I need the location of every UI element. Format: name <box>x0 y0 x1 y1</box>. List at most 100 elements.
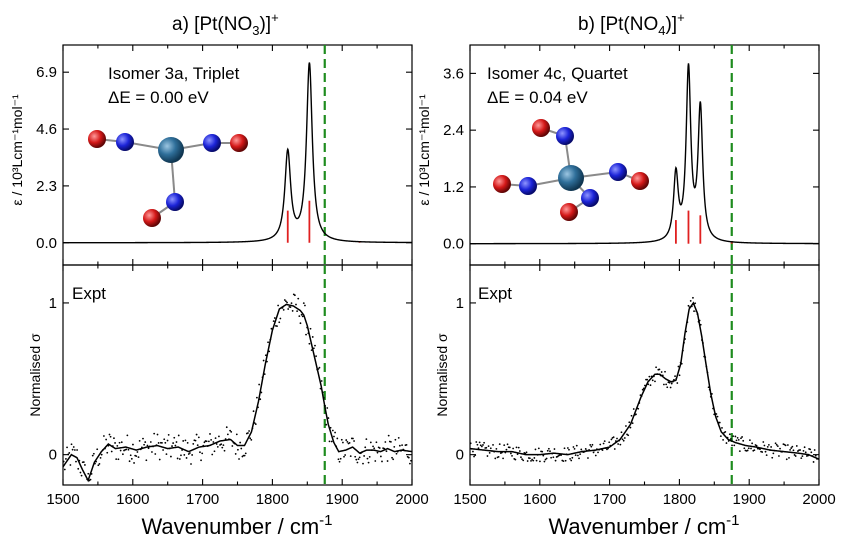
data-point <box>514 458 517 461</box>
data-point <box>599 443 602 446</box>
data-point <box>368 455 371 458</box>
data-point <box>779 447 781 450</box>
data-point <box>737 438 740 441</box>
data-point <box>479 444 482 447</box>
data-point <box>167 434 170 436</box>
data-point <box>405 443 408 446</box>
data-point <box>669 386 672 389</box>
data-point <box>220 443 223 446</box>
data-point <box>482 444 484 446</box>
data-point <box>494 457 497 460</box>
data-point <box>183 454 186 456</box>
data-point <box>230 431 233 433</box>
data-point <box>473 455 475 458</box>
data-point <box>216 445 219 448</box>
data-point <box>506 443 509 446</box>
data-point <box>747 447 750 450</box>
data-point <box>256 396 258 399</box>
data-point <box>97 464 100 467</box>
data-point <box>299 322 302 325</box>
data-point <box>544 458 547 461</box>
data-point <box>392 458 395 461</box>
data-point <box>778 455 780 457</box>
data-point <box>143 443 146 446</box>
y-tick-label: 0.0 <box>36 235 57 252</box>
data-point <box>205 440 208 443</box>
data-point <box>248 430 250 432</box>
data-point <box>503 444 506 447</box>
data-point <box>135 455 138 457</box>
y-tick-label: 3.6 <box>443 65 464 82</box>
data-point <box>196 444 199 447</box>
data-point <box>340 438 343 441</box>
data-point <box>264 354 267 357</box>
data-point <box>511 454 513 457</box>
data-point <box>759 448 761 451</box>
data-point <box>592 451 595 454</box>
data-point <box>354 455 357 458</box>
data-point <box>105 438 108 441</box>
x-tick-label: 1800 <box>256 491 289 508</box>
x-tick-label: 1500 <box>46 491 79 508</box>
data-point <box>259 398 262 401</box>
data-point <box>678 374 681 377</box>
data-point <box>252 410 255 413</box>
data-point <box>315 355 317 358</box>
data-point <box>297 297 300 300</box>
data-point <box>612 436 615 439</box>
data-point <box>575 444 578 447</box>
data-point <box>497 455 500 458</box>
data-point <box>801 455 804 458</box>
data-point <box>63 468 66 471</box>
data-point <box>635 413 637 416</box>
data-point <box>115 458 118 460</box>
y-tick-label: 2.4 <box>443 122 464 139</box>
data-point <box>142 437 144 440</box>
data-point <box>170 455 172 458</box>
data-point <box>722 438 724 441</box>
data-point <box>187 453 190 455</box>
data-point <box>109 435 112 438</box>
data-point <box>352 437 354 440</box>
data-point <box>764 450 767 453</box>
data-point <box>603 440 606 443</box>
data-point <box>589 444 592 446</box>
data-point <box>177 434 180 437</box>
data-point <box>267 341 269 344</box>
data-point <box>571 456 574 459</box>
data-point <box>89 478 92 481</box>
data-point <box>579 453 582 455</box>
panel-a-bottom-frame <box>62 264 413 486</box>
data-point <box>743 447 746 450</box>
data-point <box>348 441 351 444</box>
data-point <box>108 433 111 436</box>
data-point <box>670 382 673 385</box>
data-point <box>84 464 86 466</box>
data-point <box>149 441 152 443</box>
data-point <box>121 453 124 456</box>
x-tick-label: 1500 <box>453 491 486 508</box>
data-point <box>185 457 188 459</box>
data-point <box>76 449 78 451</box>
data-point <box>630 414 633 417</box>
data-point <box>814 454 817 457</box>
data-point <box>212 441 215 443</box>
data-point <box>658 368 661 371</box>
panel-b-bottom-frame <box>469 264 820 486</box>
data-point <box>272 320 275 322</box>
data-point <box>71 448 74 451</box>
data-point <box>100 453 103 456</box>
data-point <box>776 445 779 448</box>
data-point <box>287 308 290 310</box>
data-point <box>343 455 345 458</box>
data-point <box>276 325 278 328</box>
data-point <box>731 444 733 447</box>
data-point <box>733 444 736 447</box>
data-point <box>469 442 472 445</box>
data-point <box>753 449 756 452</box>
data-point <box>665 383 668 386</box>
data-point <box>508 446 511 449</box>
data-point <box>129 454 132 457</box>
data-point <box>91 454 94 457</box>
data-point <box>547 447 550 450</box>
